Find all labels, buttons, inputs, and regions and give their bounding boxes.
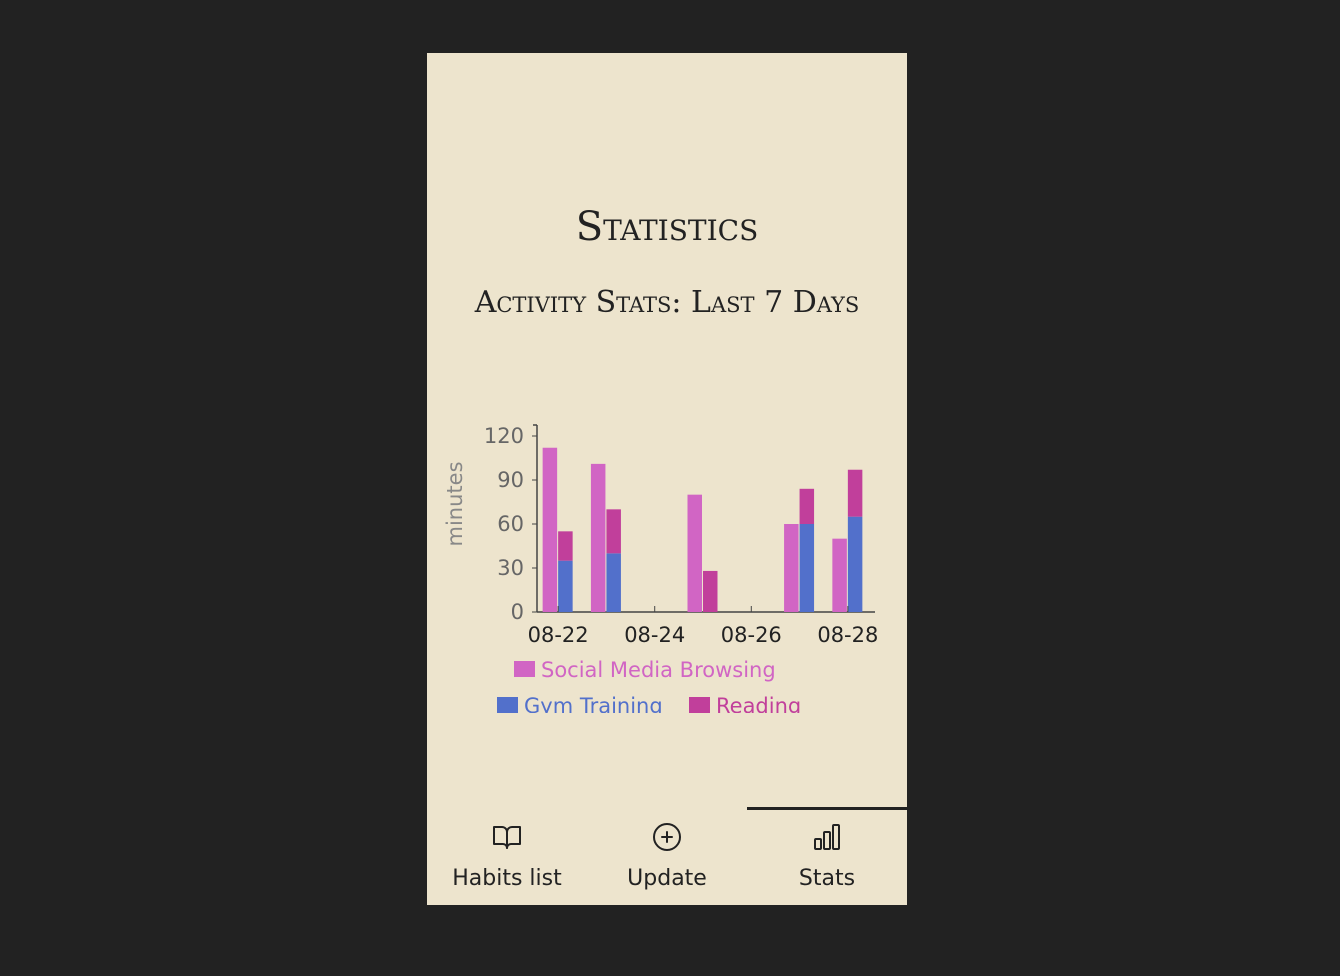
bar-social-media-browsing[interactable]	[590, 463, 606, 612]
legend-label[interactable]: Reading	[716, 694, 801, 713]
plus-circle-icon	[653, 823, 681, 851]
legend-label[interactable]: Social Media Browsing	[541, 658, 776, 682]
activity-chart: 0 30 60 90 120 minutes 08-22 08-24 08-26 08-28 Soc…	[443, 424, 878, 713]
x-tick-label: 08-28	[817, 623, 878, 647]
x-tick-label: 08-22	[528, 623, 589, 647]
nav-item-habits-list[interactable]: Habits list	[427, 807, 587, 905]
chart-title: Activity Stats: Last 7 Days	[474, 285, 860, 320]
nav-label-update: Update	[627, 866, 707, 891]
bar-gym-training[interactable]	[558, 560, 573, 612]
legend-swatch[interactable]	[514, 661, 535, 677]
app-screen: Statistics Activity Stats: Last 7 Days 0…	[427, 53, 907, 905]
bar-social-media-browsing[interactable]	[784, 524, 799, 612]
nav-item-update[interactable]: Update	[587, 807, 747, 905]
y-tick-label: 120	[484, 424, 524, 448]
bar-reading[interactable]	[799, 488, 815, 524]
x-tick-label: 08-26	[721, 623, 782, 647]
y-tick-label: 90	[497, 468, 524, 492]
nav-item-stats[interactable]: Stats	[747, 807, 907, 905]
nav-label-habits-list: Habits list	[452, 866, 562, 891]
legend-label[interactable]: Gym Training	[524, 694, 663, 713]
bar-reading[interactable]	[558, 531, 573, 561]
bar-reading[interactable]	[606, 509, 621, 554]
bar-reading[interactable]	[847, 469, 863, 517]
bar-social-media-browsing[interactable]	[832, 538, 847, 612]
nav-label-stats: Stats	[798, 866, 856, 891]
bar-gym-training[interactable]	[606, 553, 621, 612]
y-tick-label: 30	[497, 556, 524, 580]
bar-social-media-browsing[interactable]	[687, 494, 703, 612]
legend-swatch[interactable]	[689, 697, 710, 713]
x-tick-label: 08-24	[624, 623, 685, 647]
bar-gym-training[interactable]	[799, 524, 815, 612]
y-tick-label: 0	[511, 600, 524, 624]
bar-chart-icon	[814, 824, 840, 850]
bar-social-media-browsing[interactable]	[542, 447, 558, 612]
bar-gym-training[interactable]	[847, 516, 863, 612]
y-tick-label: 60	[497, 512, 524, 536]
y-axis-label: minutes	[443, 461, 467, 546]
book-open-icon	[493, 826, 521, 849]
legend-swatch[interactable]	[497, 697, 518, 713]
page-title: Statistics	[575, 204, 759, 250]
bar-reading[interactable]	[703, 570, 718, 612]
bottom-nav: Habits list Update Stats	[427, 807, 907, 905]
